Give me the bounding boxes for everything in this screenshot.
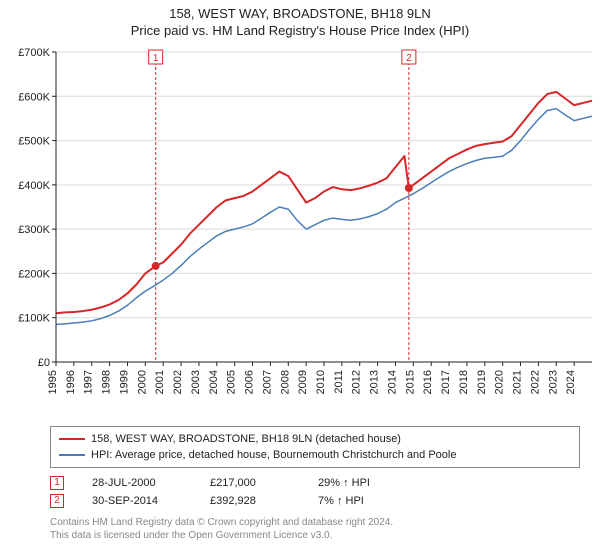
sale-date: 30-SEP-2014 (92, 492, 182, 510)
footnote: Contains HM Land Registry data © Crown c… (50, 516, 580, 542)
svg-text:2002: 2002 (172, 370, 184, 394)
svg-text:2001: 2001 (154, 370, 166, 394)
svg-text:£100K: £100K (18, 313, 50, 325)
sales-table: 1 28-JUL-2000 £217,000 29% ↑ HPI 2 30-SE… (50, 474, 580, 510)
legend-label: HPI: Average price, detached house, Bour… (91, 447, 456, 463)
svg-text:2013: 2013 (369, 370, 381, 394)
svg-text:1: 1 (153, 53, 159, 64)
svg-text:2022: 2022 (529, 370, 541, 394)
sale-date: 28-JUL-2000 (92, 474, 182, 492)
svg-text:1997: 1997 (83, 370, 95, 394)
svg-text:2012: 2012 (351, 370, 363, 394)
sale-price: £392,928 (210, 492, 290, 510)
svg-text:£600K: £600K (18, 91, 50, 103)
svg-text:1998: 1998 (101, 370, 113, 394)
svg-text:2024: 2024 (565, 370, 577, 394)
legend-item: 158, WEST WAY, BROADSTONE, BH18 9LN (det… (59, 431, 571, 447)
table-row: 1 28-JUL-2000 £217,000 29% ↑ HPI (50, 474, 580, 492)
svg-text:1995: 1995 (47, 370, 59, 394)
svg-text:2006: 2006 (244, 370, 256, 394)
svg-text:2017: 2017 (440, 370, 452, 394)
svg-text:2023: 2023 (547, 370, 559, 394)
sale-marker-icon: 2 (50, 494, 64, 508)
svg-text:2004: 2004 (208, 370, 220, 394)
svg-text:£400K: £400K (18, 180, 50, 192)
svg-text:2020: 2020 (494, 370, 506, 394)
legend: 158, WEST WAY, BROADSTONE, BH18 9LN (det… (50, 426, 580, 468)
svg-text:£0: £0 (38, 357, 50, 369)
svg-text:2014: 2014 (386, 370, 398, 394)
svg-text:2000: 2000 (136, 370, 148, 394)
svg-text:2008: 2008 (279, 370, 291, 394)
line-chart-svg: £0 £100K £200K £300K £400K £500K £600K £700K 199… (0, 42, 600, 422)
sale-diff: 7% ↑ HPI (318, 492, 408, 510)
sale-price: £217,000 (210, 474, 290, 492)
svg-text:2019: 2019 (476, 370, 488, 394)
svg-text:1999: 1999 (118, 370, 130, 394)
footnote-line: Contains HM Land Registry data © Crown c… (50, 516, 580, 529)
svg-text:2015: 2015 (404, 370, 416, 394)
svg-text:£300K: £300K (18, 224, 50, 236)
svg-text:2009: 2009 (297, 370, 309, 394)
svg-text:2: 2 (406, 53, 412, 64)
footnote-line: This data is licensed under the Open Gov… (50, 529, 580, 542)
svg-text:2016: 2016 (422, 370, 434, 394)
svg-text:2018: 2018 (458, 370, 470, 394)
legend-item: HPI: Average price, detached house, Bour… (59, 447, 571, 463)
chart-area: £0 £100K £200K £300K £400K £500K £600K £700K 199… (0, 42, 600, 422)
legend-label: 158, WEST WAY, BROADSTONE, BH18 9LN (det… (91, 431, 401, 447)
chart-title: 158, WEST WAY, BROADSTONE, BH18 9LN (0, 0, 600, 21)
svg-text:2021: 2021 (512, 370, 524, 394)
svg-text:£500K: £500K (18, 136, 50, 148)
svg-text:£200K: £200K (18, 268, 50, 280)
sale-marker-icon: 1 (50, 476, 64, 490)
svg-text:2007: 2007 (261, 370, 273, 394)
legend-swatch (59, 438, 85, 440)
svg-text:2011: 2011 (333, 370, 345, 394)
legend-swatch (59, 454, 85, 456)
sale-diff: 29% ↑ HPI (318, 474, 408, 492)
chart-subtitle: Price paid vs. HM Land Registry's House … (0, 21, 600, 42)
svg-text:2005: 2005 (226, 370, 238, 394)
table-row: 2 30-SEP-2014 £392,928 7% ↑ HPI (50, 492, 580, 510)
svg-text:£700K: £700K (18, 47, 50, 59)
svg-text:2010: 2010 (315, 370, 327, 394)
svg-text:1996: 1996 (65, 370, 77, 394)
svg-text:2003: 2003 (190, 370, 202, 394)
